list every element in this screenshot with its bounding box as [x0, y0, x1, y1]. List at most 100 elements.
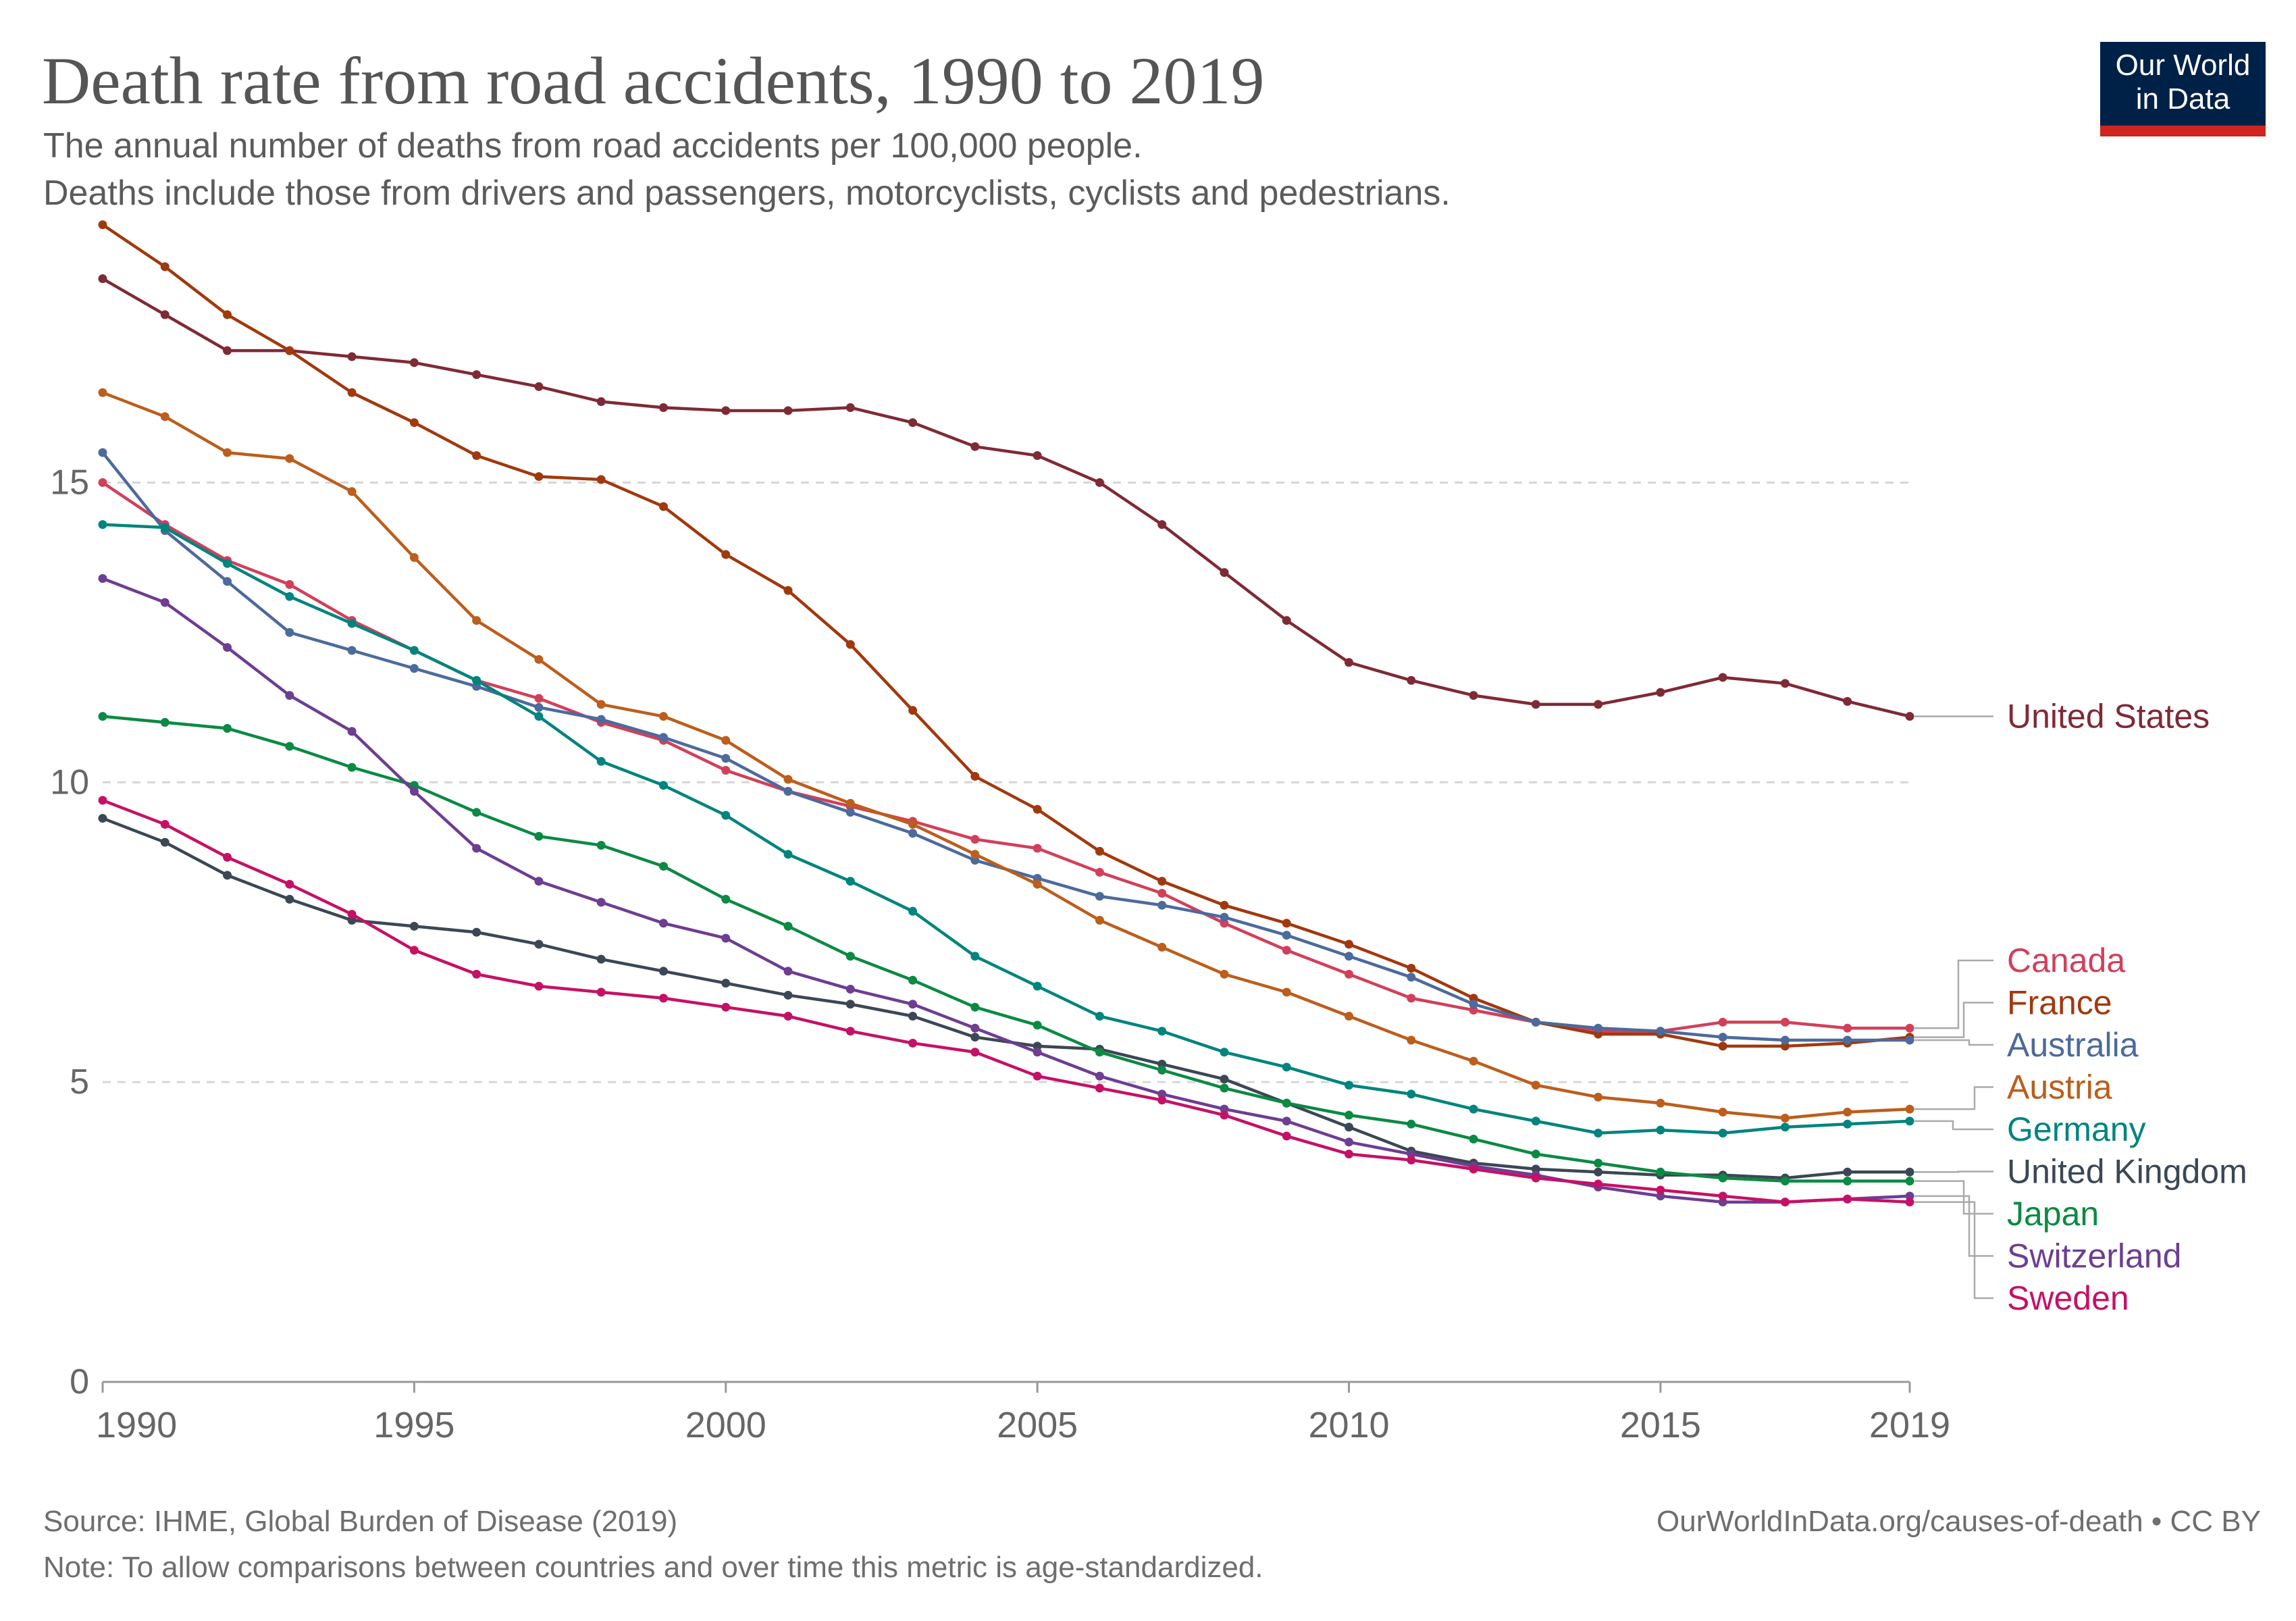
series-line-united-kingdom — [101, 817, 1912, 1180]
data-point-germany — [908, 906, 918, 916]
data-point-france — [534, 472, 544, 482]
data-point-japan — [596, 841, 606, 850]
data-point-united-kingdom — [1345, 1123, 1354, 1132]
data-point-japan — [1905, 1177, 1914, 1186]
series-label-austria: Austria — [2007, 1069, 2112, 1106]
x-tick-label: 2000 — [685, 1405, 766, 1445]
data-point-japan — [1095, 1048, 1104, 1057]
data-point-germany — [98, 520, 107, 530]
data-point-united-kingdom — [721, 979, 731, 988]
data-point-switzerland — [1033, 1048, 1042, 1057]
data-point-japan — [1282, 1098, 1291, 1108]
data-point-sweden — [1345, 1150, 1354, 1159]
data-point-japan — [1407, 1119, 1416, 1129]
data-point-germany — [1157, 1027, 1167, 1036]
data-point-austria — [1718, 1108, 1727, 1117]
data-point-switzerland — [783, 967, 793, 976]
data-point-germany — [1407, 1089, 1416, 1099]
data-point-sweden — [1656, 1185, 1665, 1195]
data-point-united-kingdom — [160, 838, 169, 847]
data-point-france — [721, 550, 731, 559]
y-tick-label: 10 — [50, 763, 89, 802]
data-point-australia — [1843, 1035, 1852, 1045]
data-point-japan — [1345, 1110, 1354, 1120]
data-point-canada — [1345, 969, 1354, 979]
data-point-united-kingdom — [285, 894, 294, 904]
data-point-switzerland — [845, 985, 855, 994]
data-point-sweden — [223, 852, 232, 862]
series-label-canada: Canada — [2007, 942, 2125, 979]
data-point-japan — [1843, 1177, 1852, 1186]
data-point-united-states — [1157, 520, 1167, 530]
data-point-australia — [658, 733, 668, 742]
data-point-france — [285, 346, 294, 355]
data-point-united-states — [1780, 679, 1790, 688]
data-point-sweden — [721, 1002, 731, 1012]
data-point-united-states — [347, 352, 357, 361]
data-point-japan — [1033, 1021, 1042, 1030]
data-point-germany — [1282, 1062, 1291, 1072]
data-point-switzerland — [1095, 1071, 1104, 1081]
data-point-switzerland — [596, 898, 606, 907]
data-point-united-states — [908, 418, 918, 428]
data-point-united-states — [1095, 478, 1104, 487]
data-point-canada — [1407, 994, 1416, 1003]
data-point-austria — [1282, 987, 1291, 997]
data-point-austria — [1033, 879, 1042, 889]
grid-layer — [103, 481, 1910, 1083]
data-point-germany — [1220, 1048, 1229, 1057]
data-point-australia — [1531, 1017, 1540, 1027]
data-point-australia — [596, 715, 606, 724]
x-tick-label: 1995 — [373, 1405, 454, 1445]
data-point-sweden — [845, 1027, 855, 1036]
data-point-germany — [1843, 1119, 1852, 1129]
data-point-canada — [1905, 1023, 1914, 1033]
data-point-united-kingdom — [409, 921, 419, 931]
data-point-germany — [160, 523, 169, 532]
data-point-australia — [783, 787, 793, 796]
data-point-united-states — [1594, 700, 1603, 709]
data-point-canada — [1095, 867, 1104, 877]
label-connector-germany — [1914, 1120, 1993, 1131]
data-point-united-kingdom — [1843, 1167, 1852, 1177]
data-point-australia — [409, 664, 419, 673]
series-label-sweden: Sweden — [2007, 1279, 2129, 1317]
data-point-united-kingdom — [1905, 1167, 1914, 1177]
x-tick-label: 2015 — [1620, 1405, 1701, 1445]
data-point-australia — [1345, 952, 1354, 961]
data-point-canada — [1033, 844, 1042, 853]
data-point-united-kingdom — [534, 940, 544, 949]
data-point-united-states — [783, 406, 793, 415]
logo-accent-bar — [2100, 126, 2266, 136]
data-point-austria — [845, 798, 855, 808]
data-point-france — [472, 451, 481, 461]
data-point-germany — [970, 952, 980, 961]
x-tick-label: 2010 — [1308, 1405, 1389, 1445]
data-point-australia — [285, 627, 294, 637]
data-point-austria — [160, 412, 169, 421]
data-point-france — [98, 220, 107, 230]
data-point-sweden — [534, 981, 544, 991]
data-point-switzerland — [534, 877, 544, 886]
data-point-united-states — [970, 442, 980, 451]
data-point-japan — [1531, 1150, 1540, 1159]
data-point-sweden — [1220, 1110, 1229, 1120]
data-point-united-states — [1656, 688, 1665, 697]
owid-logo[interactable]: Our World in Data — [2100, 42, 2266, 136]
data-point-austria — [285, 454, 294, 463]
data-point-united-kingdom — [658, 967, 668, 976]
data-point-germany — [472, 675, 481, 685]
data-point-austria — [1843, 1108, 1852, 1117]
data-point-united-states — [721, 406, 731, 415]
label-connector-united-kingdom — [1914, 1170, 1993, 1173]
data-point-canada — [98, 478, 107, 487]
data-point-australia — [1905, 1035, 1914, 1045]
data-point-switzerland — [1345, 1137, 1354, 1147]
source-link[interactable]: OurWorldInData.org/causes-of-death • CC … — [1656, 1505, 2261, 1538]
data-point-sweden — [1531, 1173, 1540, 1183]
data-point-australia — [908, 829, 918, 838]
series-layer — [98, 220, 1914, 1207]
data-point-australia — [721, 754, 731, 763]
data-point-austria — [1157, 942, 1167, 952]
data-point-australia — [1780, 1035, 1790, 1045]
